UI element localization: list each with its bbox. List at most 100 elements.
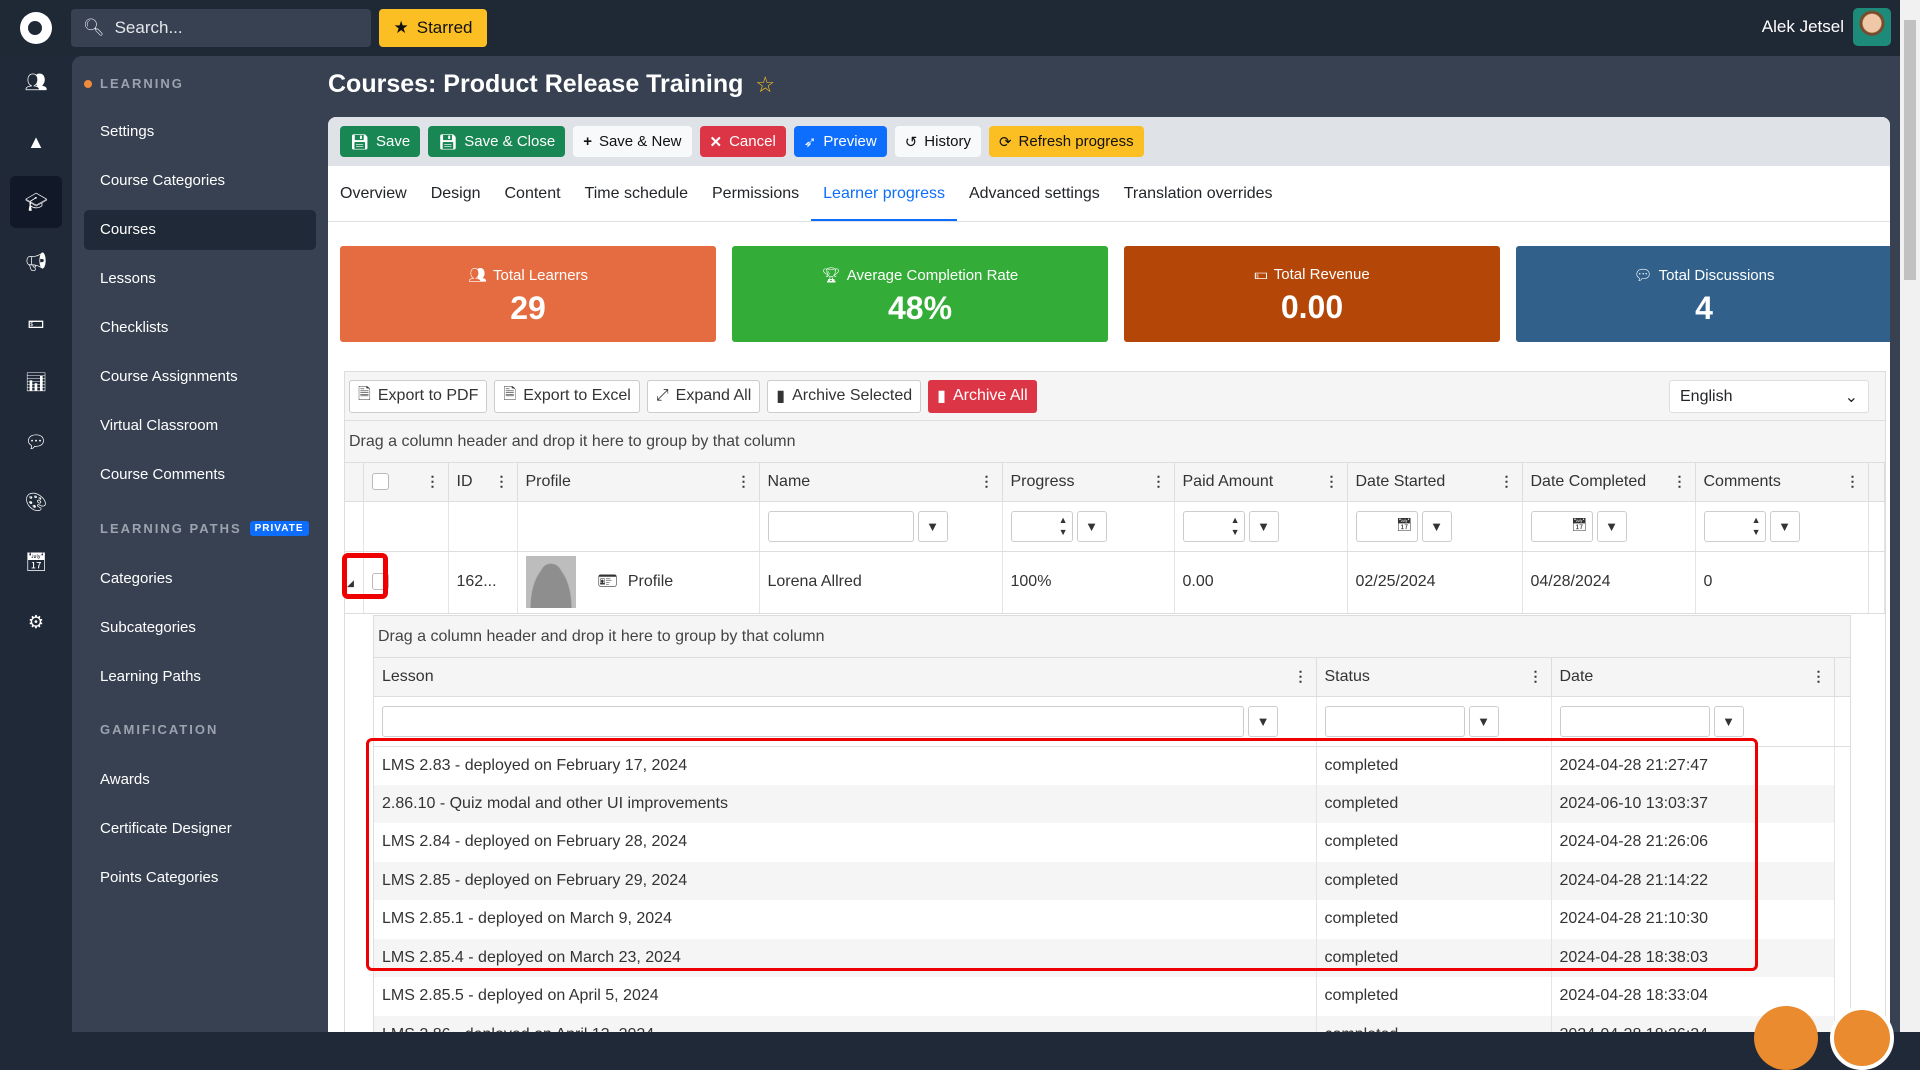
date-filter-input[interactable]: 📅︎	[1355, 510, 1418, 542]
table-row[interactable]: ◢ 162... 🪪︎ Profile Lorena Allred 100% 0.00 02/…	[345, 551, 1885, 614]
column-header-date[interactable]: Date ⋮	[1551, 658, 1835, 697]
language-select[interactable]: English ⌄	[1669, 380, 1869, 413]
lesson-row[interactable]: LMS 2.85.5 - deployed on April 5, 2024 co…	[374, 977, 1850, 1016]
column-header-date-started[interactable]: Date Started ⋮	[1347, 463, 1523, 502]
save-new-button[interactable]: + Save & New	[573, 126, 692, 157]
column-header-date-completed[interactable]: Date Completed ⋮	[1522, 463, 1696, 502]
spinner-icon[interactable]: ▲ ▼	[1230, 514, 1240, 537]
filter-input[interactable]	[767, 510, 914, 542]
column-menu-icon[interactable]: ⋮	[1324, 473, 1339, 489]
export-pdf-button[interactable]: 🗎︎ Export to PDF	[349, 379, 488, 413]
sidebar-item-settings[interactable]: Settings	[100, 123, 155, 140]
column-header-progress[interactable]: Progress ⋮	[1002, 463, 1175, 502]
sidebar-item-lessons[interactable]: Lessons	[100, 270, 156, 287]
search-input[interactable]: 🔍︎ Search...	[71, 9, 371, 47]
filter-icon[interactable]: ▼	[1248, 705, 1278, 737]
starred-button[interactable]: ★ Starred	[379, 9, 487, 47]
filter-icon[interactable]: ▼	[1421, 510, 1452, 542]
column-header-lesson[interactable]: Lesson ⋮	[374, 658, 1317, 697]
column-menu-icon[interactable]: ⋮	[425, 473, 440, 489]
column-menu-icon[interactable]: ⋮	[1499, 473, 1514, 489]
logo-icon[interactable]	[20, 12, 52, 44]
sidebar-item-virtual-classroom[interactable]: Virtual Classroom	[100, 417, 219, 434]
tab-content[interactable]: Content	[504, 185, 561, 202]
history-button[interactable]: ↺ History	[894, 126, 981, 157]
column-menu-icon[interactable]: ⋮	[736, 473, 751, 489]
filter-input[interactable]	[382, 705, 1244, 737]
lesson-row[interactable]: LMS 2.85.1 - deployed on March 9, 2024 co…	[374, 900, 1850, 939]
users-icon[interactable]: 👥︎	[24, 71, 48, 92]
tab-learner-progress[interactable]: Learner progress	[811, 166, 957, 221]
cancel-button[interactable]: ✕ Cancel	[699, 126, 786, 157]
column-menu-icon[interactable]: ⋮	[979, 473, 994, 489]
calendar-icon[interactable]: 📅︎	[1395, 516, 1413, 532]
column-menu-icon[interactable]: ⋮	[1293, 668, 1308, 684]
spinner-icon[interactable]: ▲ ▼	[1058, 514, 1068, 537]
lesson-row[interactable]: LMS 2.83 - deployed on February 17, 2024…	[374, 746, 1850, 785]
user-name[interactable]: Alek Jetsel	[1761, 17, 1844, 36]
favorite-star-icon[interactable]: ☆	[755, 71, 776, 97]
filter-icon[interactable]: ▼	[1596, 510, 1627, 542]
lessons-group-panel[interactable]: Drag a column header and drop it here to…	[374, 616, 1850, 658]
sidebar-item-courses[interactable]: Courses	[84, 210, 316, 250]
column-menu-icon[interactable]: ⋮	[1845, 473, 1860, 489]
filter-input[interactable]	[1559, 705, 1710, 737]
avatar[interactable]	[1853, 8, 1891, 46]
gear-icon[interactable]: ⚙︎	[27, 611, 45, 632]
sidebar-item-checklists[interactable]: Checklists	[100, 319, 169, 336]
sidebar-item-awards[interactable]: Awards	[100, 771, 150, 788]
help-button[interactable]	[1830, 1006, 1894, 1070]
tab-advanced-settings[interactable]: Advanced settings	[968, 185, 1100, 202]
calendar-icon[interactable]: 📅︎	[24, 551, 48, 572]
filter-icon[interactable]: ▼	[917, 510, 948, 542]
sidebar-item-points-categories[interactable]: Points Categories	[100, 869, 219, 886]
spinner-icon[interactable]: ▲ ▼	[1751, 514, 1761, 537]
chat-button[interactable]	[1754, 1006, 1818, 1070]
column-menu-icon[interactable]: ⋮	[1151, 473, 1166, 489]
page-scrollbar[interactable]	[1900, 0, 1920, 1032]
sidebar-item-certificate-designer[interactable]: Certificate Designer	[100, 820, 232, 837]
numeric-filter-input[interactable]: ▲ ▼	[1182, 510, 1245, 542]
profile-link[interactable]: Profile	[627, 573, 674, 591]
megaphone-icon[interactable]: 📢︎	[24, 251, 48, 272]
lesson-row[interactable]: LMS 2.84 - deployed on February 28, 2024…	[374, 823, 1850, 862]
tab-time-schedule[interactable]: Time schedule	[584, 185, 688, 202]
column-menu-icon[interactable]: ⋮	[1672, 473, 1687, 489]
filter-icon[interactable]: ▼	[1769, 510, 1800, 542]
column-menu-icon[interactable]: ⋮	[1811, 668, 1826, 684]
chart-icon[interactable]: 📊︎	[24, 371, 48, 392]
column-menu-icon[interactable]: ⋮	[494, 473, 509, 489]
row-checkbox[interactable]	[371, 573, 389, 591]
save-button[interactable]: 💾︎ Save	[340, 126, 421, 157]
tab-permissions[interactable]: Permissions	[712, 185, 800, 202]
sidebar-item-course-comments[interactable]: Course Comments	[100, 466, 226, 483]
sidebar-item-learning-paths[interactable]: Learning Paths	[100, 668, 201, 685]
select-all-checkbox[interactable]	[371, 473, 389, 491]
sidebar-item-course-categories[interactable]: Course Categories	[100, 172, 226, 189]
calendar-icon[interactable]: 📅︎	[1570, 516, 1588, 532]
column-header-profile[interactable]: Profile ⋮	[517, 463, 760, 502]
refresh-progress-button[interactable]: ⟳ Refresh progress	[988, 126, 1144, 157]
lesson-row[interactable]: LMS 2.85.4 - deployed on March 23, 2024 c…	[374, 938, 1850, 977]
select-all-header[interactable]: ⋮	[363, 463, 449, 502]
save-close-button[interactable]: 💾︎ Save & Close	[428, 126, 566, 157]
lesson-row[interactable]: LMS 2.85 - deployed on February 29, 2024…	[374, 861, 1850, 900]
preview-button[interactable]: ➶ Preview	[793, 126, 887, 157]
archive-selected-button[interactable]: ▮ Archive Selected	[767, 379, 922, 413]
filter-icon[interactable]: ▼	[1713, 705, 1744, 737]
filter-icon[interactable]: ▼	[1076, 510, 1107, 542]
tab-translation-overrides[interactable]: Translation overrides	[1123, 185, 1273, 202]
column-header-name[interactable]: Name ⋮	[759, 463, 1003, 502]
column-menu-icon[interactable]: ⋮	[1528, 668, 1543, 684]
money-icon[interactable]: 💵︎	[27, 311, 45, 332]
numeric-filter-input[interactable]: ▲ ▼	[1703, 510, 1766, 542]
column-header-comments[interactable]: Comments ⋮	[1695, 463, 1869, 502]
tab-design[interactable]: Design	[430, 185, 481, 202]
column-header-status[interactable]: Status ⋮	[1316, 658, 1552, 697]
date-filter-input[interactable]: 📅︎	[1530, 510, 1593, 542]
filter-input[interactable]	[1324, 705, 1465, 737]
sidebar-item-categories[interactable]: Categories	[100, 570, 173, 587]
graduation-cap-icon[interactable]: 🎓︎	[10, 176, 62, 228]
sidebar-item-course-assignments[interactable]: Course Assignments	[100, 368, 238, 385]
group-panel[interactable]: Drag a column header and drop it here to…	[345, 421, 1885, 463]
